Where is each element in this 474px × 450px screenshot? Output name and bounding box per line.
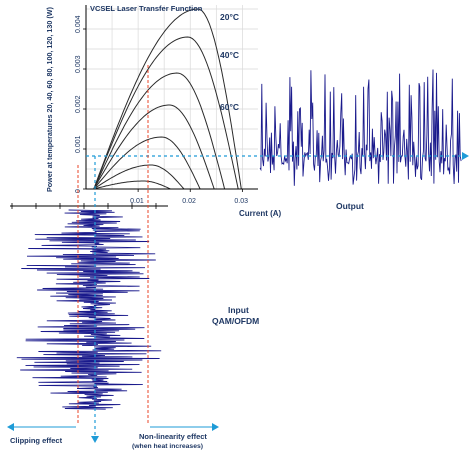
nonlinearity-effect-label: Non-linearity effect <box>139 432 207 441</box>
curve-label-40c: 40°C <box>220 50 239 60</box>
transfer-curve-1 <box>93 36 239 190</box>
clipping-arrowhead <box>7 423 14 431</box>
transfer-curves <box>93 8 242 190</box>
clipping-effect-label: Clipping effect <box>10 436 63 445</box>
nonlinearity-effect-sublabel: (when heat increases) <box>132 443 203 450</box>
effect-annotations: Clipping effect Non-linearity effect (wh… <box>7 423 219 450</box>
curve-label-20c: 20°C <box>220 12 239 22</box>
y-axis-label: Power at temperatures 20, 40, 60, 80, 10… <box>45 6 54 192</box>
chart-title: VCSEL Laser Transfer Function <box>90 4 203 13</box>
output-waveform <box>259 69 462 186</box>
transfer-curve-5 <box>93 164 185 190</box>
curve-label-60c: 60°C <box>220 102 239 112</box>
y-tick-label: 0.002 <box>75 95 82 113</box>
input-axis-ticks <box>11 203 157 209</box>
input-waveform <box>16 209 162 410</box>
x-tick-label: 0.02 <box>182 198 196 205</box>
input-label-line1: Input <box>228 305 249 315</box>
x-tick-label: 0.03 <box>234 198 248 205</box>
y-tick-label: 0.004 <box>75 15 82 33</box>
input-label-line2: QAM/OFDM <box>212 316 259 326</box>
nonlinearity-arrowhead <box>212 423 219 431</box>
y-tick-label: 0.003 <box>75 55 82 73</box>
transfer-curve-6 <box>93 180 171 190</box>
guide-lines <box>77 65 469 443</box>
output-panel: Output <box>258 66 463 211</box>
transfer-curve-3 <box>93 104 215 190</box>
transfer-curve-2 <box>93 72 226 190</box>
output-label: Output <box>336 201 364 211</box>
transfer-curve-4 <box>93 136 201 190</box>
transfer-curve-0 <box>93 8 242 190</box>
grid <box>86 5 258 189</box>
x-tick-label: 0.01 <box>130 198 144 205</box>
bias-vertical-arrowhead <box>91 436 99 443</box>
y-tick-label: 0.001 <box>75 135 82 153</box>
bias-horizontal-arrowhead <box>462 152 469 160</box>
plot-area <box>86 5 258 189</box>
x-axis-label: Current (A) <box>239 209 282 218</box>
x-ticks: 0.01 0.02 0.03 <box>130 189 248 205</box>
input-panel: Input QAM/OFDM <box>10 203 259 410</box>
